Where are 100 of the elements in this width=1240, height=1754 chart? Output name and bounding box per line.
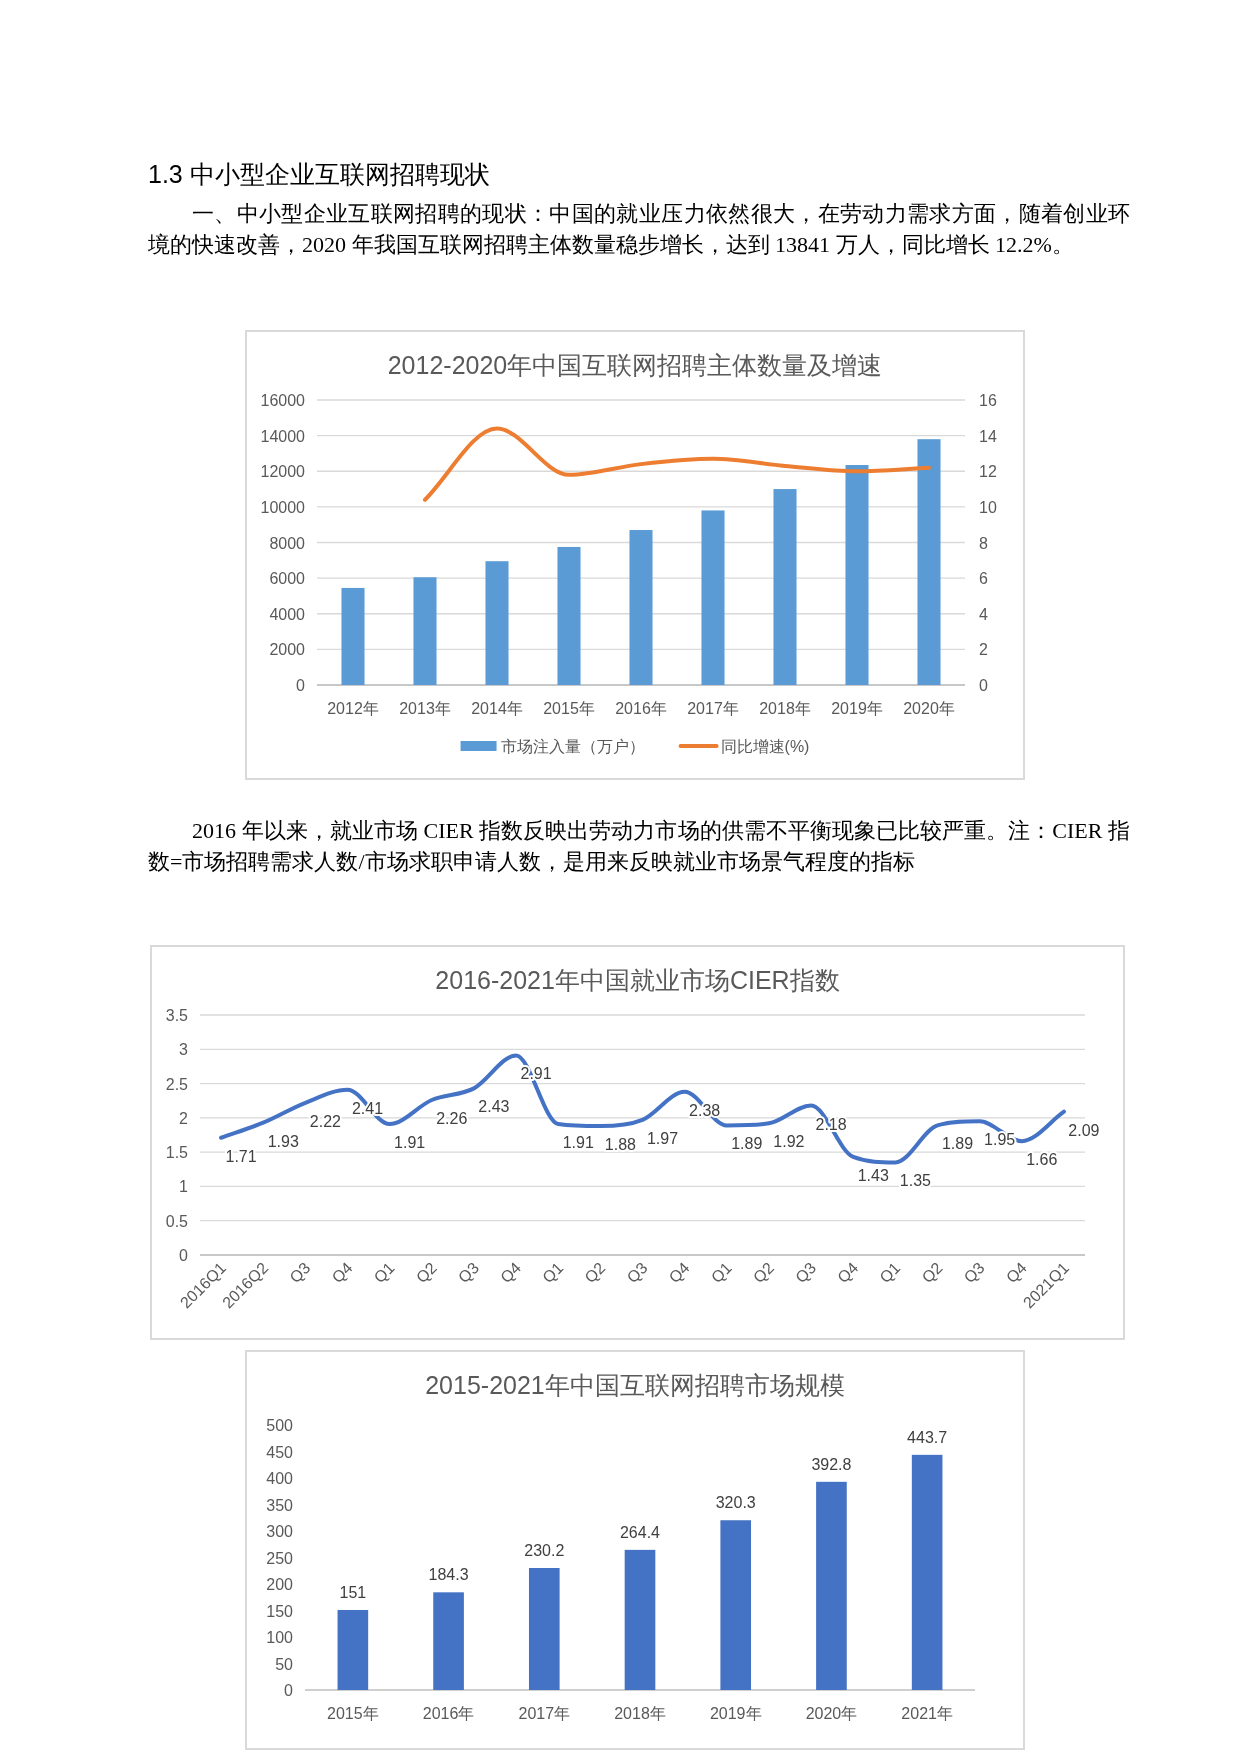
data-label: 1.95 bbox=[984, 1131, 1016, 1149]
x-tick-label: 2019年 bbox=[709, 1705, 762, 1722]
data-label: 1.91 bbox=[394, 1134, 426, 1152]
data-label: 1.97 bbox=[646, 1129, 679, 1147]
x-tick-label: 2017年 bbox=[687, 700, 739, 717]
y-tick-label: 500 bbox=[266, 1417, 294, 1434]
x-tick-label: 2018年 bbox=[614, 1705, 666, 1722]
bar bbox=[413, 577, 437, 685]
data-label: 1.89 bbox=[941, 1135, 974, 1153]
data-label: 1.89 bbox=[731, 1135, 763, 1153]
data-label: 230.2 bbox=[524, 1541, 565, 1559]
data-label: 1.88 bbox=[604, 1136, 637, 1154]
x-tick-label: 2020年 bbox=[805, 1705, 858, 1722]
x-tick-label: 2013年 bbox=[399, 700, 451, 717]
x-tick-label: Q3 bbox=[454, 1259, 483, 1287]
data-label: 1.93 bbox=[267, 1132, 299, 1150]
y-tick-label: 250 bbox=[266, 1549, 294, 1567]
y2-tick-label: 6 bbox=[979, 570, 988, 588]
bar bbox=[629, 530, 653, 685]
bar bbox=[917, 439, 941, 685]
bar bbox=[557, 546, 581, 685]
data-label: 264.4 bbox=[619, 1523, 661, 1541]
x-tick-label: 2016年 bbox=[422, 1705, 475, 1722]
data-label: 184.3 bbox=[428, 1566, 469, 1584]
text: 1.3 中小型企业互联网招聘现状 bbox=[148, 159, 491, 190]
y-tick-label: 14000 bbox=[260, 427, 306, 445]
legend-label: 市场注入量（万户） bbox=[500, 738, 645, 755]
text: 一、中小型企业互联网招聘的现状：中国的就业压力依然很大，在劳动力需求方面，随着创业环境的快速改善，2020 年我国互联网招聘主体数量稳步增长，达到 13841 万人，同比增长 12.2%。 bbox=[148, 200, 1130, 259]
x-tick-label: Q1 bbox=[876, 1259, 904, 1287]
text: 2016 年以来，就业市场 CIER 指数反映出劳动力市场的供需不平衡现象已比较严重。注：CIER 指数=市场招聘需求人数/市场求职申请人数，是用来反映就业市场景气程度的指标 bbox=[148, 817, 1130, 876]
bar bbox=[911, 1454, 943, 1690]
x-tick-label: Q3 bbox=[792, 1259, 820, 1287]
data-label: 2.26 bbox=[436, 1110, 468, 1128]
bar bbox=[341, 587, 365, 685]
y-tick-label: 0.5 bbox=[165, 1212, 189, 1230]
data-label: 1.43 bbox=[857, 1166, 889, 1184]
line-series bbox=[219, 1053, 1066, 1165]
data-label: 392.8 bbox=[811, 1455, 852, 1473]
bar bbox=[816, 1481, 847, 1690]
x-tick-label: Q4 bbox=[665, 1259, 693, 1287]
y-tick-label: 400 bbox=[266, 1470, 294, 1487]
x-tick-label: 2018年 bbox=[759, 700, 811, 717]
bar bbox=[433, 1592, 464, 1690]
y-tick-label: 2000 bbox=[269, 641, 306, 659]
legend-label: 同比增速(%) bbox=[720, 738, 810, 755]
y-tick-label: 12000 bbox=[260, 463, 306, 481]
data-label: 1.35 bbox=[899, 1172, 932, 1190]
x-tick-label: Q3 bbox=[286, 1259, 314, 1287]
x-tick-label: 2014年 bbox=[471, 700, 523, 717]
y2-tick-label: 10 bbox=[979, 498, 997, 516]
y2-tick-label: 4 bbox=[979, 605, 988, 623]
y-tick-label: 2 bbox=[179, 1109, 189, 1127]
chart-title: 2015-2021年中国互联网招聘市场规模 bbox=[425, 1371, 845, 1399]
y-tick-label: 0 bbox=[179, 1247, 189, 1264]
chart-title: 2016-2021年中国就业市场CIER指数 bbox=[435, 966, 840, 994]
x-tick-label: Q2 bbox=[749, 1259, 778, 1287]
y2-tick-label: 12 bbox=[979, 463, 997, 481]
y-tick-label: 300 bbox=[266, 1523, 294, 1540]
data-label: 1.66 bbox=[1026, 1151, 1058, 1169]
x-tick-label: Q3 bbox=[960, 1259, 988, 1287]
y-tick-label: 0 bbox=[284, 1682, 294, 1699]
bar bbox=[624, 1549, 656, 1690]
y-tick-label: 100 bbox=[266, 1629, 294, 1646]
y-tick-label: 200 bbox=[266, 1576, 294, 1593]
x-tick-label: 2016年 bbox=[615, 700, 667, 717]
x-tick-label: Q4 bbox=[1002, 1259, 1030, 1287]
x-tick-label: Q4 bbox=[328, 1259, 356, 1287]
y-tick-label: 450 bbox=[266, 1443, 294, 1461]
y-tick-label: 1.5 bbox=[165, 1144, 189, 1162]
data-label: 1.92 bbox=[773, 1133, 805, 1151]
x-tick-label: Q1 bbox=[707, 1259, 735, 1287]
y-tick-label: 3.5 bbox=[165, 1007, 189, 1024]
y-tick-label: 6000 bbox=[269, 570, 306, 588]
x-tick-label: 2012年 bbox=[327, 700, 379, 717]
y-tick-label: 2.5 bbox=[165, 1075, 189, 1093]
y2-tick-label: 16 bbox=[979, 392, 997, 409]
data-label: 2.09 bbox=[1068, 1121, 1100, 1139]
x-tick-label: 2015年 bbox=[543, 700, 595, 717]
x-tick-label: 2019年 bbox=[831, 700, 883, 717]
x-tick-label: Q1 bbox=[539, 1259, 567, 1287]
bar bbox=[773, 489, 797, 685]
data-label: 443.7 bbox=[907, 1428, 948, 1446]
y-tick-label: 10000 bbox=[260, 498, 306, 516]
bar bbox=[485, 561, 509, 685]
y-tick-label: 50 bbox=[275, 1655, 294, 1673]
x-tick-label: Q2 bbox=[581, 1259, 609, 1287]
data-label: 1.71 bbox=[225, 1147, 257, 1165]
data-label: 320.3 bbox=[715, 1494, 756, 1512]
data-label: 1.91 bbox=[562, 1134, 594, 1152]
y2-tick-label: 0 bbox=[979, 677, 988, 694]
chart-title: 2012-2020年中国互联网招聘主体数量及增速 bbox=[387, 351, 883, 379]
y-tick-label: 350 bbox=[266, 1496, 294, 1514]
y-tick-label: 1 bbox=[179, 1178, 189, 1196]
y-tick-label: 3 bbox=[179, 1041, 189, 1059]
bar bbox=[720, 1520, 752, 1690]
bar bbox=[845, 465, 869, 685]
y-tick-label: 8000 bbox=[269, 534, 306, 552]
x-tick-label: Q4 bbox=[497, 1259, 525, 1287]
data-label: 2.22 bbox=[309, 1112, 342, 1130]
x-tick-label: Q2 bbox=[918, 1259, 946, 1287]
